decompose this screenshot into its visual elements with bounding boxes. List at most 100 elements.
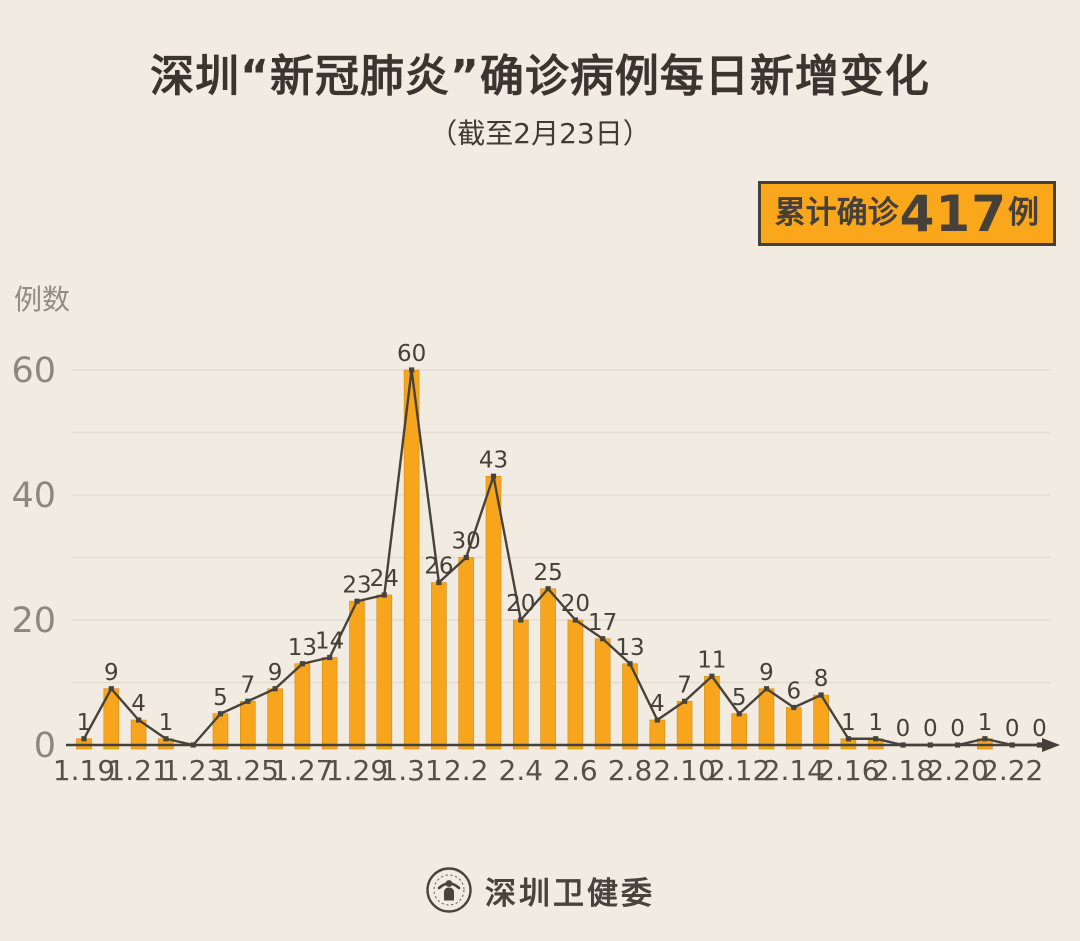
value-label: 13 [615,635,644,661]
point-marker [572,617,578,623]
shenzhen-health-commission-logo-icon [426,867,472,913]
point-marker [299,661,305,667]
page-title: 深圳“新冠肺炎”确诊病例每日新增变化 [150,51,930,102]
bar [321,657,338,750]
bar [240,700,256,750]
footer: 深圳卫健委 [0,866,1080,914]
bar [458,557,475,750]
x-tick-label: 1.25 [217,754,279,787]
bar [376,594,393,750]
x-tick-label: 2.22 [981,754,1043,787]
value-label: 0 [923,716,938,742]
value-label: 24 [370,566,399,592]
value-label: 0 [896,716,911,742]
value-label: 30 [452,529,481,555]
point-marker [409,367,415,373]
point-marker [136,717,142,723]
point-marker [245,698,251,704]
value-label: 1 [868,710,883,736]
bar [349,600,365,750]
value-label: 20 [561,591,590,617]
bar [403,369,420,750]
value-label: 11 [697,647,726,673]
value-label: 9 [759,660,774,686]
bar [758,688,775,750]
point-marker [381,592,387,598]
value-label: 9 [268,660,283,686]
x-tick-label: 2.10 [653,754,715,787]
chart: 0 20 40 60 1 9 4 1 5 7 9 13 14 23 24 60 26 30 43 20 25 20 17 13… [0,330,1080,810]
value-label: 23 [342,572,371,598]
point-marker [955,742,961,748]
value-label: 17 [588,610,617,636]
value-label: 43 [479,447,508,473]
point-marker [927,742,933,748]
value-label: 5 [213,685,228,711]
point-marker [1009,742,1015,748]
badge-prefix-label: 累计确诊 [774,195,899,231]
point-marker [272,686,278,692]
y-tick-label: 60 [11,351,56,391]
value-label: 26 [424,554,453,580]
badge-suffix-label: 例 [1008,195,1039,231]
y-tick-label: 40 [11,476,56,516]
x-tick-label: 1.27 [271,754,333,787]
point-marker [354,598,360,604]
bar [267,688,283,750]
point-marker [190,742,196,748]
point-marker [217,711,224,717]
badge-total-value: 417 [899,184,1007,243]
x-tick-label: 2.18 [872,754,934,787]
value-label: 0 [950,716,965,742]
point-marker [490,473,497,479]
point-marker [791,704,797,711]
x-tick-label: 2.4 [499,754,544,787]
value-label: 25 [533,560,562,586]
x-tick-label: 2.2 [444,754,489,787]
page-subtitle: （截至2月23日） [429,117,651,150]
bar [431,582,447,750]
y-tick-label: 0 [34,726,56,766]
point-marker [436,579,442,586]
value-label: 0 [1032,716,1047,742]
cumulative-total-badge: 累计确诊 417 例 [757,181,1056,246]
point-marker [518,617,524,623]
value-label: 1 [978,710,993,736]
point-marker [736,711,742,717]
point-marker [818,692,824,698]
point-marker [682,698,688,704]
point-marker [81,736,87,742]
value-label: 9 [104,660,119,686]
bar [294,663,311,750]
point-marker [763,686,770,692]
x-tick-label: 1.29 [326,754,388,787]
bar [594,638,611,750]
bar [485,475,502,750]
y-tick-label: 20 [11,601,56,641]
x-tick-label: 1.23 [162,754,224,787]
x-tick-label: 2.16 [817,754,879,787]
bar [540,588,556,750]
x-tick-label: 2.14 [763,754,825,787]
point-marker [108,686,114,692]
point-marker [463,554,469,561]
point-marker [600,636,606,642]
x-tick-label: 1.19 [53,754,115,787]
value-label: 20 [506,591,535,617]
value-label: 8 [814,666,829,692]
bar [512,619,529,750]
x-axis-arrow-icon [1042,738,1060,752]
value-label: 4 [131,691,146,717]
point-marker [327,654,333,661]
value-label: 7 [677,672,692,698]
bar [704,675,720,750]
x-tick-label: 2.20 [926,754,988,787]
x-tick-label: 2.8 [608,754,653,787]
x-tick-label: 1.31 [380,754,442,787]
value-label: 13 [288,635,317,661]
point-marker [1036,742,1043,748]
value-label: 4 [650,691,665,717]
point-marker [627,661,633,667]
point-marker [545,586,551,592]
